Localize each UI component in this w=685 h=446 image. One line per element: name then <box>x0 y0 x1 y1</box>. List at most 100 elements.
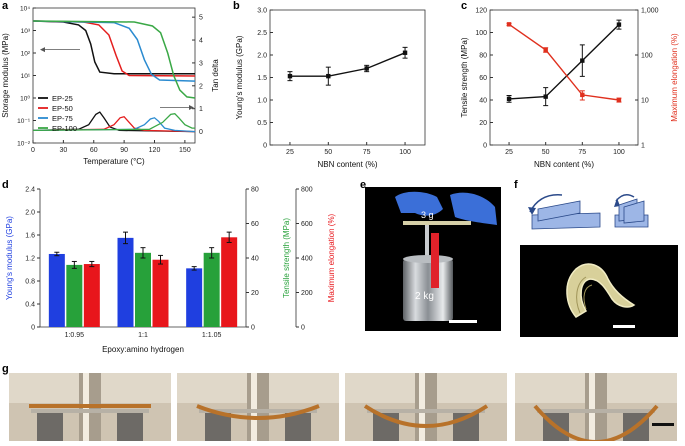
arrow-head-right <box>189 105 194 111</box>
bar-maximum-elongation <box>152 259 169 327</box>
y-tick-label: 1.0 <box>257 98 267 105</box>
y-tick-label: 2.0 <box>257 53 267 60</box>
bar-young-s-modulus <box>117 237 134 327</box>
x-tick-label: 150 <box>179 147 191 154</box>
x-tick-label: 120 <box>149 147 161 154</box>
column-highlight <box>251 373 257 441</box>
y2-tick-label: 40 <box>251 256 259 263</box>
y-tick-label: 2.5 <box>257 30 267 37</box>
y-tick-label: 60 <box>479 75 487 82</box>
bending-photo-1 <box>9 373 171 441</box>
plot-frame <box>489 9 639 146</box>
modulus-line-ep-100 <box>32 20 196 99</box>
bar-maximum-elongation <box>83 264 100 327</box>
plot-frame <box>269 9 426 146</box>
legend-label: EP-25 <box>52 94 73 103</box>
y3-tick-label: 800 <box>301 187 313 194</box>
tensile-point <box>616 22 622 27</box>
x-tick-label: 1:1.05 <box>202 332 222 339</box>
bar-young-s-modulus <box>186 268 203 327</box>
modulus-line-ep-25 <box>32 20 195 75</box>
elongation-line <box>508 23 620 101</box>
y2-tick-label: 20 <box>251 290 259 297</box>
left-support <box>37 411 63 441</box>
y2-tick-label: 60 <box>251 221 259 228</box>
y2-axis-label: Maximum elongation (%) <box>670 33 679 122</box>
y-axis-label: Young's modulus (GPa) <box>5 216 14 300</box>
y-tick-label: 120 <box>475 8 487 15</box>
y2-axis-label: Tan delta <box>211 59 220 92</box>
bar-young-s-modulus <box>48 253 65 327</box>
x-tick-label: 75 <box>578 149 586 156</box>
y2-tick-label: 0 <box>199 129 203 136</box>
y-tick-label: 20 <box>479 120 487 127</box>
support-bar <box>31 409 149 413</box>
x-tick-label: 75 <box>363 149 371 156</box>
y2-tick-label: 100 <box>641 53 653 60</box>
bar-maximum-elongation <box>221 237 238 327</box>
y-tick-label: 10⁰ <box>20 95 30 103</box>
panel-label-b: b <box>233 0 240 12</box>
y-tick-label: 1.2 <box>25 256 35 263</box>
weight-cylinder <box>403 259 453 321</box>
data-point <box>364 66 369 71</box>
x-tick-label: 90 <box>120 147 128 154</box>
y2-tick-label: 1,000 <box>641 8 659 15</box>
scale-bar <box>652 423 674 426</box>
panel-label-f: f <box>514 179 518 191</box>
support-bar <box>537 409 655 413</box>
x-tick-label: 1:0.95 <box>65 332 85 339</box>
y3-tick-label: 400 <box>301 256 313 263</box>
photo-f-folded-strip <box>520 245 678 337</box>
y-tick-label: 10⁴ <box>20 6 30 13</box>
y2-tick-label: 1 <box>641 143 645 150</box>
y-tick-label: 40 <box>479 98 487 105</box>
y2-tick-label: 10 <box>641 98 649 105</box>
bending-strip <box>363 404 489 428</box>
loading-column <box>585 373 607 441</box>
tan-delta-line-ep-75 <box>32 117 196 133</box>
column-highlight <box>419 373 425 441</box>
bending-photo-2 <box>177 373 339 441</box>
modulus-line-ep-50 <box>32 20 196 77</box>
y-tick-label: 3.0 <box>257 8 267 15</box>
y-tick-label: 0 <box>483 143 487 150</box>
panel-label-e: e <box>360 179 367 191</box>
legend-label: EP-100 <box>52 124 77 133</box>
x-axis-label: NBN content (%) <box>317 160 377 169</box>
y2-tick-label: 4 <box>199 38 203 45</box>
bar-tensile-strength <box>66 264 83 327</box>
bending-strip <box>196 404 320 420</box>
y3-tick-label: 600 <box>301 221 313 228</box>
y-tick-label: 1.6 <box>25 233 35 240</box>
elongation-point <box>543 47 548 53</box>
modulus-line-ep-75 <box>32 20 196 82</box>
weight-label-small: 3 g <box>421 210 434 220</box>
panel-g-bending-sequence <box>9 373 685 444</box>
y-tick-label: 0 <box>31 325 35 332</box>
x-axis-label: Epoxy:amino hydrogen <box>102 345 184 354</box>
y3-axis-label: Maximum elongation (%) <box>327 213 336 302</box>
elongation-point <box>506 22 512 27</box>
glove-right <box>450 192 497 225</box>
x-tick-label: 25 <box>505 149 513 156</box>
scale-bar <box>449 320 477 323</box>
y2-tick-label: 3 <box>199 60 203 67</box>
y-tick-label: 10³ <box>21 28 31 35</box>
data-point <box>287 73 293 79</box>
y2-tick-label: 0 <box>251 325 255 332</box>
y-tick-label: 1.5 <box>257 75 267 82</box>
tensile-point <box>580 58 585 63</box>
y-axis-label: Storage modulus (MPa) <box>1 33 10 118</box>
y-tick-label: 100 <box>475 30 487 37</box>
x-axis-label: Temperature (°C) <box>83 157 145 166</box>
y-tick-label: 2.4 <box>25 187 35 194</box>
y3-tick-label: 200 <box>301 290 313 297</box>
chart-a-temperature-sweep: 0 30 60 90 120 150 10⁻² 10⁻¹ 10⁰ 10¹ 10² 10³ 10⁴ 0 1 2 3… <box>1 6 220 167</box>
x-tick-label: 30 <box>59 147 67 154</box>
tensile-point <box>543 94 548 99</box>
x-tick-label: 50 <box>542 149 550 156</box>
y-tick-label: 80 <box>479 53 487 60</box>
tensile-line <box>508 24 620 100</box>
